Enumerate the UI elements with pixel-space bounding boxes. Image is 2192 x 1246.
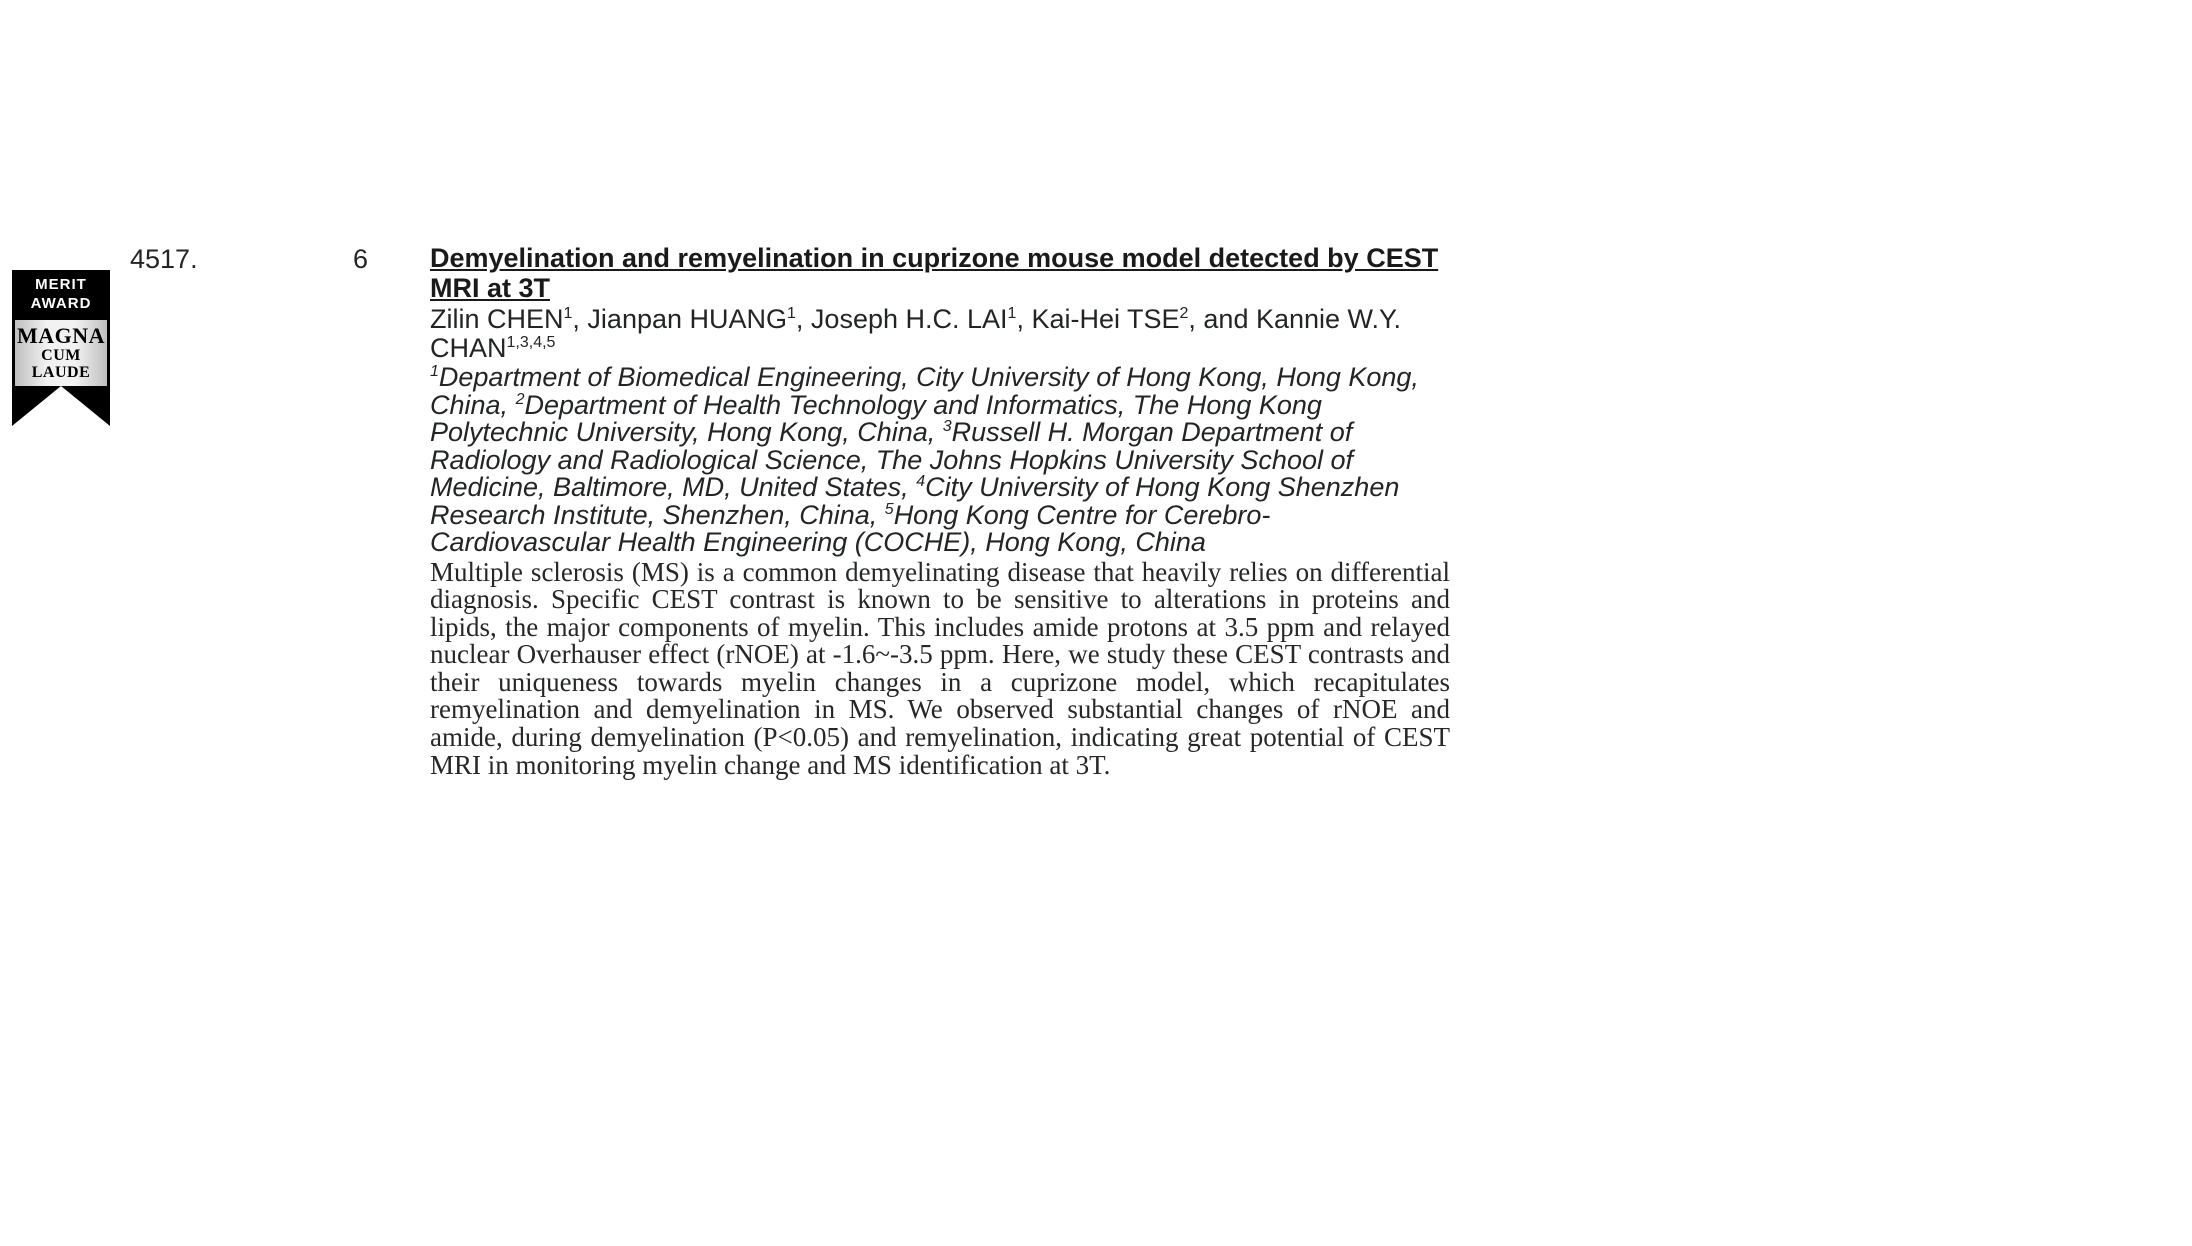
affiliation-list: 1Department of Biomedical Engineering, C… [430,364,1450,557]
badge-mid-line1: MAGNA [15,324,107,347]
abstract-text: Multiple sclerosis (MS) is a common demy… [430,559,1450,779]
badge-ribbon: MAGNA CUM LAUDE [12,320,110,386]
author-list: Zilin CHEN1, Jianpan HUANG1, Joseph H.C.… [430,305,1450,362]
badge-top-line2: AWARD [12,295,110,314]
abstract-entry: Demyelination and remyelination in cupri… [430,244,1450,779]
secondary-number: 6 [353,244,368,275]
entry-number: 4517. [130,244,198,275]
badge-mid-line2: CUM LAUDE [15,347,107,382]
abstract-title: Demyelination and remyelination in cupri… [430,244,1450,303]
badge-tail [12,386,110,426]
merit-award-badge: MERIT AWARD MAGNA CUM LAUDE [12,270,110,426]
badge-top-line1: MERIT [12,276,110,295]
badge-top: MERIT AWARD [12,270,110,320]
